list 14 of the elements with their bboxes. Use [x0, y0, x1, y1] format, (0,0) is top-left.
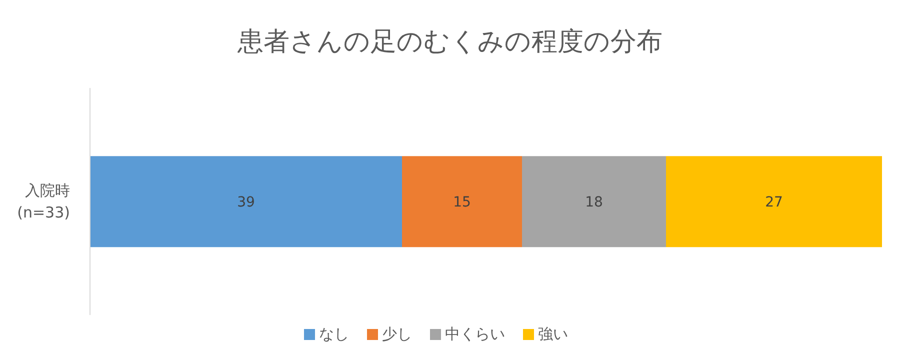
chart-title: 患者さんの足のむくみの程度の分布 [236, 26, 664, 59]
data-label: 39 [237, 194, 255, 211]
data-label: 15 [453, 194, 471, 211]
legend-label: なし [319, 325, 349, 343]
data-label: 27 [765, 194, 783, 211]
legend-label: 強い [538, 325, 568, 343]
data-label: 18 [585, 194, 603, 211]
bar [522, 156, 666, 248]
legend-label: 中くらい [445, 325, 505, 343]
y-tick-label: 入院時 (n=33) [17, 182, 70, 222]
bar [90, 156, 402, 248]
bar [402, 156, 522, 248]
bar [666, 156, 882, 248]
legend-label: 少し [382, 325, 412, 343]
